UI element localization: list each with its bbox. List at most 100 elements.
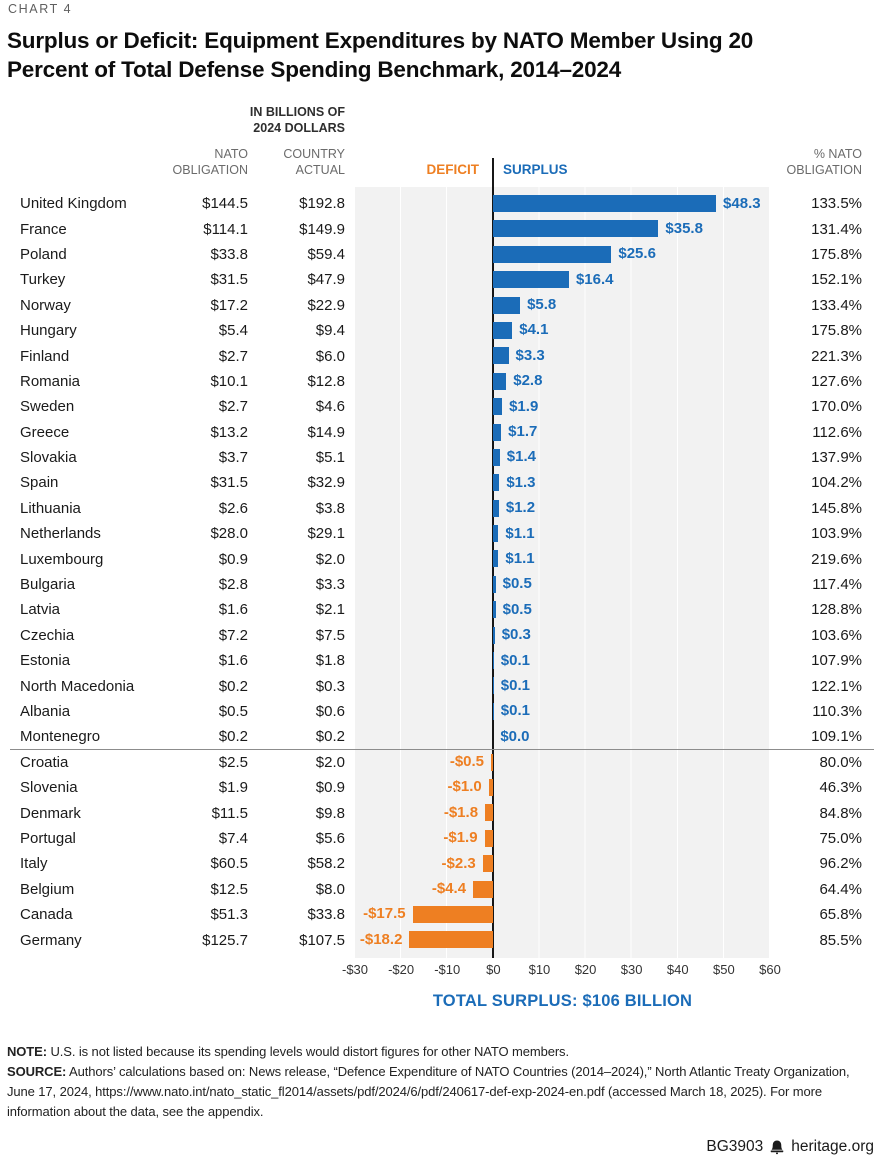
bar-value-label: $1.2 [505,499,536,517]
pct-obligation-value: 46.3% [819,779,862,797]
bar-value-label: $3.3 [515,346,545,364]
bar-cell: $1.9 [355,394,770,419]
bar-value-label: -$0.5 [449,753,485,771]
country-actual-value: $32.9 [307,474,345,492]
column-header-pct-nato-obligation: % NATO OBLIGATION [786,147,862,177]
bar-cell: $0.3 [355,623,770,648]
note-line: NOTE: U.S. is not listed because its spe… [7,1042,879,1062]
country-actual-value: $8.0 [315,880,345,898]
country-label: Poland [20,245,67,263]
x-tick-label: $30 [620,962,643,977]
surplus-bar [493,372,507,390]
bar-cell: -$1.0 [355,775,770,800]
x-axis: -$30 -$20 -$10 $0 $10 $20 $30 $40 $50 $60 [342,962,781,978]
column-header-nato-obligation: NATO OBLIGATION [172,147,248,177]
surplus-bar [493,499,499,517]
bar-cell: $0.1 [355,673,770,698]
nato-obligation-value: $31.5 [210,271,248,289]
country-actual-value: $0.9 [315,779,345,797]
country-actual-value: $149.9 [299,220,345,238]
country-label: Slovakia [20,449,77,467]
country-actual-value: $14.9 [307,423,345,441]
country-label: Turkey [20,271,66,289]
liberty-bell-icon [769,1139,785,1155]
bar-value-label: $5.8 [527,296,557,314]
deficit-bar [491,753,494,771]
table-row: Slovakia $3.7 $5.1 $1.4 137.9% [10,445,874,470]
table-row: Germany $125.7 $107.5 -$18.2 85.5% [10,927,874,952]
bar-cell: $0.5 [355,597,770,622]
nato-obligation-value: $3.7 [218,449,248,467]
bar-cell: -$1.9 [355,826,770,851]
pct-obligation-value: 84.8% [819,804,862,822]
bar-cell: $2.8 [355,369,770,394]
table-row: Croatia $2.5 $2.0 -$0.5 80.0% [10,748,874,775]
x-tick-label: $0 [486,962,501,977]
x-tick-label: -$10 [434,962,461,977]
table-row: Bulgaria $2.8 $3.3 $0.5 117.4% [10,572,874,597]
country-actual-value: $3.3 [315,576,345,594]
bar-value-label: $1.1 [505,524,535,542]
table-row: Romania $10.1 $12.8 $2.8 127.6% [10,369,874,394]
country-label: Latvia [20,601,61,619]
table-row: Denmark $11.5 $9.8 -$1.8 84.8% [10,800,874,825]
surplus-bar [493,245,612,263]
nato-obligation-value: $12.5 [210,880,248,898]
pct-obligation-value: 64.4% [819,880,862,898]
bar-value-label: $16.4 [575,270,614,288]
nato-obligation-value: $0.2 [218,677,248,695]
bar-value-label: -$1.9 [443,829,478,847]
bar-value-label: -$1.8 [443,803,479,821]
table-row: Lithuania $2.6 $3.8 $1.2 145.8% [10,496,874,521]
note-label: NOTE: [7,1044,47,1059]
table-row: Turkey $31.5 $47.9 $16.4 152.1% [10,267,874,292]
source-text: Authors’ calculations based on: News rel… [7,1064,850,1119]
surplus-bar [493,474,500,492]
units-header-line2: 2024 DOLLARS [253,121,345,135]
country-label: France [20,220,67,238]
x-tick-label: $20 [574,962,597,977]
bar-value-label: $0.5 [502,575,532,593]
table-row: Poland $33.8 $59.4 $25.6 175.8% [10,242,874,267]
surplus-legend-label: SURPLUS [503,162,568,177]
x-tick-label: $50 [713,962,735,977]
footer: BG3903 heritage.org [706,1138,874,1156]
country-actual-value: $59.4 [307,245,345,263]
surplus-bar [493,296,521,314]
notes-block: NOTE: U.S. is not listed because its spe… [7,1042,879,1122]
table-row: Belgium $12.5 $8.0 -$4.4 64.4% [10,877,874,902]
pct-obligation-value: 175.8% [811,245,862,263]
country-label: Montenegro [20,728,101,746]
bar-cell: -$0.5 [355,750,770,775]
surplus-bar [493,601,496,619]
bar-value-label: $0.1 [500,651,530,669]
pct-obligation-value: 110.3% [812,703,862,720]
nato-obligation-value: $1.6 [218,601,248,619]
surplus-bar [493,220,659,238]
table-row: Montenegro $0.2 $0.2 $0.0 109.1% [10,724,874,749]
note-text: U.S. is not listed because its spending … [46,1044,569,1059]
nato-obligation-value: $0.5 [218,703,248,720]
zero-baseline [492,158,494,958]
country-actual-value: $12.8 [307,372,345,390]
x-tick-label: -$20 [388,962,415,977]
bar-cell: $16.4 [355,267,770,292]
pct-obligation-value: 85.5% [819,931,862,949]
bar-cell: $25.6 [355,242,770,267]
surplus-bar [493,448,500,466]
plot-area [355,187,770,958]
country-label: Norway [20,296,71,314]
chart-number-label: CHART 4 [8,2,73,16]
bar-value-label: $1.7 [508,423,538,441]
x-tick-label: $40 [666,962,689,977]
bar-cell: -$18.2 [355,927,770,952]
site-link[interactable]: heritage.org [791,1138,874,1155]
country-label: Netherlands [20,525,101,543]
pct-obligation-value: 112.6% [812,423,862,441]
deficit-legend-label: DEFICIT [426,162,480,177]
pct-obligation-value: 122.1% [811,677,862,695]
table-row: Slovenia $1.9 $0.9 -$1.0 46.3% [10,775,874,800]
country-label: Spain [20,474,59,492]
pct-obligation-value: 133.4% [811,296,862,314]
country-label: Finland [20,347,70,365]
